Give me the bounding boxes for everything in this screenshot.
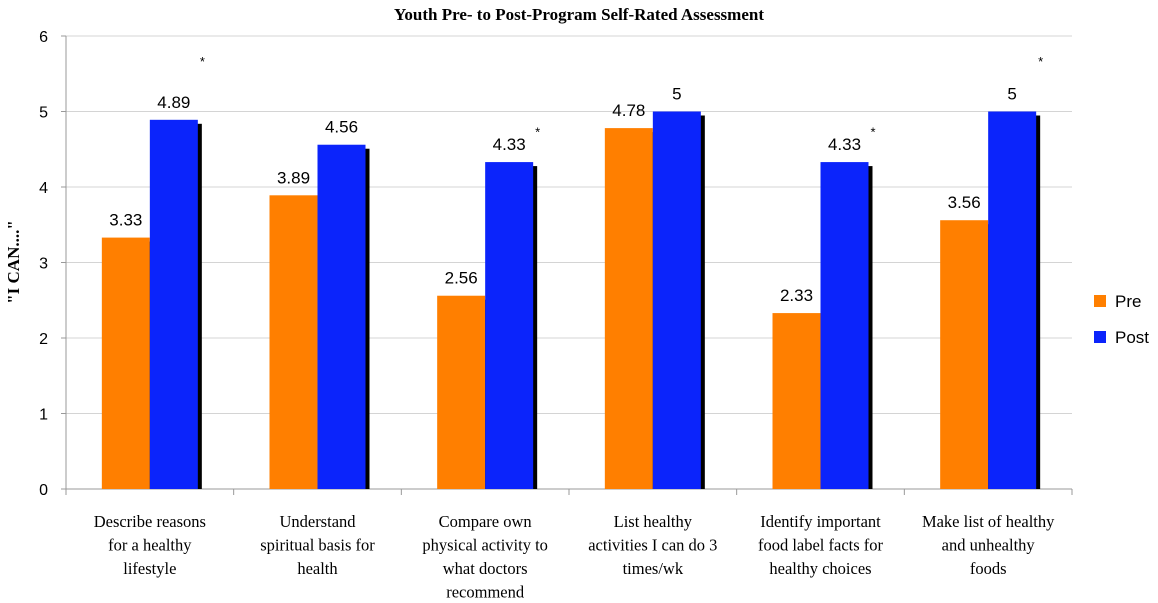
labels: 3.33 4.89 * Describe reasons for a healthy li…: [94, 54, 1055, 601]
legend-label-pre: Pre: [1115, 292, 1141, 311]
bar-pre: [269, 195, 318, 489]
legend: Pre Post: [1094, 292, 1149, 347]
data-label: 2.56: [445, 269, 478, 288]
bar-pre: [604, 128, 653, 490]
data-label: 3.89: [277, 168, 310, 187]
data-label: 4.89: [157, 93, 190, 112]
x-tick-label: and unhealthy: [942, 536, 1036, 555]
x-tick-label: List healthy: [614, 512, 693, 531]
legend-swatch-pre: [1094, 295, 1106, 307]
bar-post: [317, 144, 366, 489]
bar-post: [485, 162, 534, 489]
x-tick-label: Describe reasons: [94, 512, 206, 531]
y-tick-label: 2: [39, 331, 48, 348]
bar-pre: [772, 313, 821, 489]
gridlines: [66, 35, 1072, 414]
y-tick-label: 0: [39, 482, 48, 499]
data-label: 3.56: [948, 193, 981, 212]
legend-swatch-post: [1094, 331, 1106, 343]
bar-post: [988, 111, 1037, 489]
x-tick-label: Make list of healthy: [922, 512, 1055, 531]
bar-post: [149, 119, 198, 490]
bar-pre: [101, 237, 150, 489]
legend-label-post: Post: [1115, 328, 1149, 347]
bars: [101, 111, 1041, 490]
bar-pre: [940, 220, 989, 489]
x-tick-label: spiritual basis for: [260, 536, 375, 555]
x-tick-label: Compare own: [439, 512, 532, 531]
x-tick-label: physical activity to: [422, 536, 548, 555]
x-tick-label: Identify important: [760, 512, 881, 531]
y-axis-label: "I CAN....": [4, 220, 23, 304]
data-label: 5: [672, 85, 681, 104]
data-label: 4.78: [612, 101, 645, 120]
x-tick-label: food label facts for: [758, 536, 884, 555]
x-tick-label: recommend: [446, 583, 525, 602]
x-tick-label: foods: [970, 559, 1007, 578]
y-tick-label: 1: [39, 407, 48, 424]
y-tick-label: 6: [39, 29, 48, 46]
axes: 0 1 2 3 4 5 6: [39, 29, 1073, 499]
data-label: 5: [1007, 85, 1016, 104]
x-tick-label: times/wk: [623, 559, 684, 578]
y-tick-label: 3: [39, 256, 48, 273]
significance-marker: *: [535, 124, 540, 139]
bar-post: [652, 111, 701, 489]
x-tick-label: health: [297, 559, 338, 578]
data-label: 4.33: [493, 135, 526, 154]
data-label: 4.56: [325, 118, 358, 137]
data-label: 2.33: [780, 286, 813, 305]
significance-marker: *: [871, 124, 876, 139]
bar-pre: [437, 295, 486, 489]
x-tick-label: what doctors: [443, 559, 528, 578]
significance-marker: *: [1038, 54, 1043, 69]
significance-marker: *: [200, 54, 205, 69]
x-tick-label: activities I can do 3: [588, 536, 717, 555]
x-tick-label: healthy choices: [769, 559, 871, 578]
x-tick-label: for a healthy: [108, 536, 192, 555]
data-label: 3.33: [109, 211, 142, 230]
x-tick-label: lifestyle: [123, 559, 176, 578]
data-label: 4.33: [828, 135, 861, 154]
x-tick-label: Understand: [279, 512, 356, 531]
y-tick-label: 4: [39, 180, 48, 197]
bar-post: [820, 162, 869, 489]
y-tick-label: 5: [39, 105, 48, 122]
chart-title: Youth Pre- to Post-Program Self-Rated As…: [394, 5, 764, 24]
